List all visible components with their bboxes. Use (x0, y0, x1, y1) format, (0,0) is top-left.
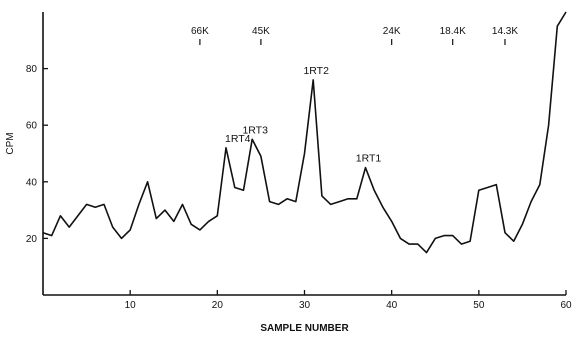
peak-label: 1RT3 (242, 124, 268, 136)
molecular-weight-markers: 66K 45K 24K 18.4K 14.3K (191, 26, 518, 45)
data-point (417, 243, 419, 245)
data-point (373, 189, 375, 191)
data-point (269, 201, 271, 203)
data-point (452, 235, 454, 237)
data-point (129, 229, 131, 231)
data-point (86, 204, 88, 206)
data-point (112, 226, 114, 228)
data-point (530, 201, 532, 203)
data-point (408, 243, 410, 245)
data-point (51, 235, 53, 237)
data-point (95, 206, 97, 208)
data-point (539, 184, 541, 186)
data-point (443, 235, 445, 237)
data-points (42, 11, 567, 253)
data-point (208, 221, 210, 223)
data-point (234, 187, 236, 189)
data-point (260, 156, 262, 158)
data-point (278, 204, 280, 206)
data-point (522, 223, 524, 225)
data-point (173, 221, 175, 223)
y-tick-label: 40 (26, 177, 38, 188)
data-point (565, 11, 567, 13)
data-point (391, 221, 393, 223)
data-point (330, 204, 332, 206)
data-point (556, 25, 558, 27)
series-line (42, 11, 567, 254)
peak-label: 1RT4 (225, 133, 251, 145)
y-ticks: 20 40 60 80 (26, 64, 48, 245)
x-axis-title: SAMPLE NUMBER (260, 323, 349, 334)
x-tick-label: 10 (125, 300, 137, 311)
data-point (321, 195, 323, 197)
data-point (382, 206, 384, 208)
x-tick-label: 50 (473, 300, 485, 311)
peak-label: 1RT2 (303, 65, 329, 77)
data-point (469, 240, 471, 242)
data-point (251, 139, 253, 141)
data-point (103, 204, 105, 206)
x-tick-label: 20 (212, 300, 224, 311)
data-point (312, 79, 314, 81)
data-point (164, 209, 166, 211)
data-point (217, 215, 219, 217)
x-tick-label: 30 (299, 300, 311, 311)
mw-marker-label: 45K (252, 26, 270, 37)
mw-marker-label: 18.4K (440, 26, 466, 37)
data-point (42, 232, 44, 234)
data-point (478, 189, 480, 191)
data-point (504, 232, 506, 234)
data-point (356, 198, 358, 200)
data-point (68, 226, 70, 228)
data-point (156, 218, 158, 220)
data-point (199, 229, 201, 231)
mw-marker-label: 66K (191, 26, 209, 37)
y-tick-label: 60 (26, 121, 38, 132)
x-tick-label: 60 (560, 300, 572, 311)
data-point (182, 204, 184, 206)
y-tick-label: 80 (26, 64, 38, 75)
data-point (295, 201, 297, 203)
data-point (548, 124, 550, 126)
data-point (347, 198, 349, 200)
peak-label: 1RT1 (356, 153, 382, 165)
data-point (190, 223, 192, 225)
mw-marker-label: 14.3K (492, 26, 518, 37)
data-point (426, 252, 428, 254)
data-point (225, 147, 227, 149)
data-point (495, 184, 497, 186)
data-point (60, 215, 62, 217)
data-point (339, 201, 341, 203)
data-point (243, 189, 245, 191)
x-tick-label: 40 (386, 300, 398, 311)
data-point (400, 238, 402, 240)
x-ticks: 10 20 30 40 50 60 (125, 290, 572, 311)
data-point (487, 187, 489, 189)
data-point (461, 243, 463, 245)
y-tick-label: 20 (26, 234, 38, 245)
data-point (513, 240, 515, 242)
data-point (365, 167, 367, 169)
y-axis-title: CPM (5, 132, 16, 154)
data-point (138, 204, 140, 206)
data-point (434, 238, 436, 240)
data-point (286, 198, 288, 200)
data-point (77, 215, 79, 217)
data-point (304, 153, 306, 155)
data-point (147, 181, 149, 183)
data-point (121, 238, 123, 240)
mw-marker-label: 24K (383, 26, 401, 37)
